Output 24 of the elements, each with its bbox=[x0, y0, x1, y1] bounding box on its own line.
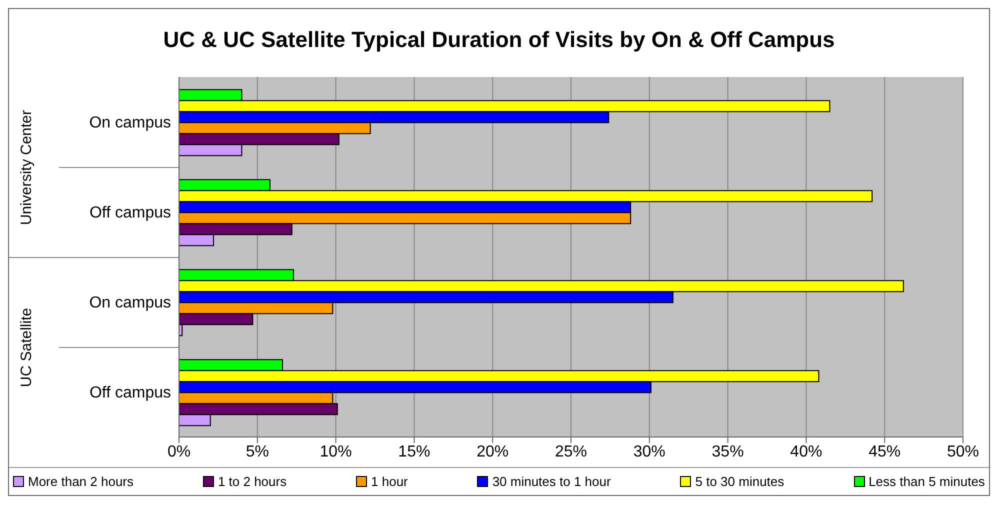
x-tick-label: 50% bbox=[946, 443, 980, 460]
x-tick-label: 5% bbox=[246, 443, 269, 460]
y-tick-label: On campus bbox=[89, 294, 171, 312]
y-tick-label: On campus bbox=[89, 114, 171, 132]
chart-title: UC & UC Satellite Typical Duration of Visits by On & Off Campus bbox=[162, 26, 836, 54]
legend-label: 1 hour bbox=[371, 474, 408, 489]
legend-label: Less than 5 minutes bbox=[868, 474, 985, 489]
x-tick-label: 30% bbox=[633, 443, 666, 460]
text: UC Satellite bbox=[18, 307, 36, 387]
x-tick-label: 45% bbox=[868, 443, 901, 460]
text: University Center bbox=[18, 109, 36, 225]
x-tick-label: 15% bbox=[398, 443, 430, 460]
x-tick-label: 25% bbox=[554, 443, 588, 460]
y-tick-label: Off campus bbox=[89, 204, 171, 222]
legend-label: 1 to 2 hours bbox=[218, 474, 287, 489]
legend-label: 5 to 30 minutes bbox=[695, 474, 784, 489]
y-tick-label: Off campus bbox=[89, 384, 171, 402]
x-tick-label: 40% bbox=[790, 443, 822, 460]
x-tick-label: 10% bbox=[320, 443, 352, 460]
x-tick-label: 35% bbox=[712, 443, 744, 460]
x-tick-label: 0% bbox=[167, 443, 191, 460]
legend-label: More than 2 hours bbox=[28, 474, 134, 489]
legend-label: 30 minutes to 1 hour bbox=[492, 474, 611, 489]
x-tick-label: 20% bbox=[476, 443, 509, 460]
